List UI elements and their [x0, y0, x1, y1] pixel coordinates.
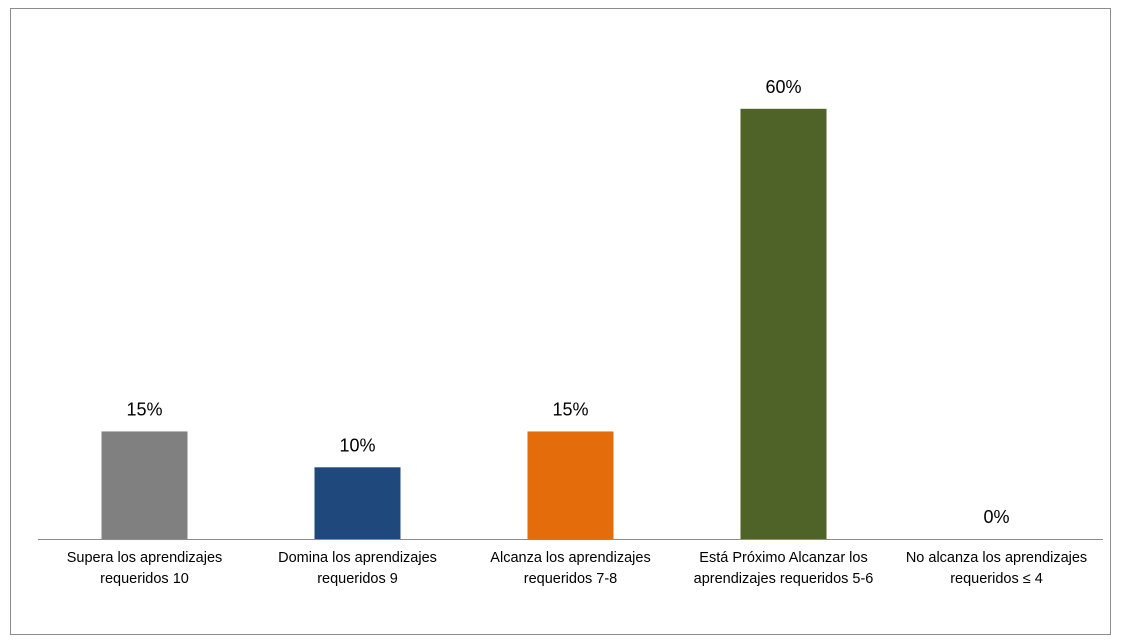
value-label: 15%: [552, 399, 588, 419]
x-tick-label: Supera los aprendizajes requeridos 10: [66, 550, 223, 587]
value-label: 0%: [983, 507, 1009, 527]
bar: [740, 108, 827, 540]
value-label: 60%: [765, 77, 801, 97]
value-label: 15%: [126, 399, 162, 419]
value-label: 10%: [339, 435, 375, 455]
x-tick-label: Domina los aprendizajes requeridos 9: [278, 550, 437, 587]
bar: [314, 467, 401, 539]
x-tick-label: No alcanza los aprendizajes requeridos ≤…: [905, 550, 1088, 587]
bar: [527, 431, 614, 539]
bar: [101, 431, 188, 539]
chart-frame: [10, 8, 1111, 635]
x-tick-label: Está Próximo Alcanzar los aprendizajes r…: [693, 550, 874, 587]
x-tick-label: Alcanza los aprendizajes requeridos 7-8: [490, 550, 651, 587]
